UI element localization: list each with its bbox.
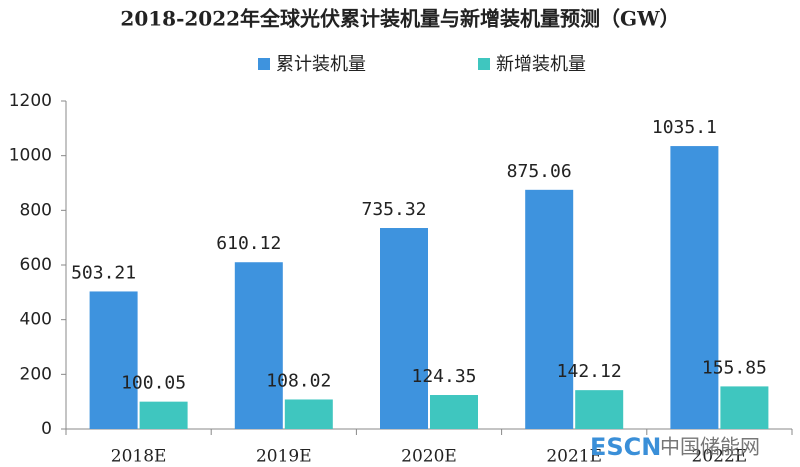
value-label: 610.12 bbox=[216, 233, 281, 254]
bar bbox=[234, 262, 283, 429]
y-tick-label: 400 bbox=[20, 310, 52, 330]
watermark-brand: ESCN bbox=[590, 433, 661, 461]
bar bbox=[670, 146, 719, 429]
value-label: 155.85 bbox=[702, 357, 767, 378]
x-tick-label: 2018E bbox=[111, 447, 167, 467]
bar bbox=[380, 228, 428, 429]
bar bbox=[720, 386, 769, 429]
bar bbox=[139, 401, 188, 429]
value-label: 124.35 bbox=[411, 366, 476, 387]
legend-label: 累计装机量 bbox=[276, 54, 366, 75]
x-tick-label: 2021E bbox=[546, 447, 602, 467]
value-label: 100.05 bbox=[121, 373, 186, 394]
value-label: 1035.1 bbox=[652, 117, 717, 138]
value-label: 735.32 bbox=[361, 199, 426, 220]
legend-swatch bbox=[258, 58, 270, 70]
y-tick-label: 1200 bbox=[9, 91, 52, 111]
legend-swatch bbox=[478, 58, 490, 70]
bar bbox=[89, 291, 138, 429]
legend-label: 新增装机量 bbox=[496, 54, 586, 75]
value-label: 503.21 bbox=[71, 262, 136, 283]
bar bbox=[284, 399, 333, 429]
y-tick-label: 1000 bbox=[9, 146, 52, 166]
y-tick-label: 200 bbox=[20, 364, 52, 384]
bar bbox=[430, 395, 478, 429]
chart-title: 2018-2022年全球光伏累计装机量与新增装机量预测（GW） bbox=[120, 7, 679, 31]
x-tick-label: 2019E bbox=[256, 447, 312, 467]
value-label: 875.06 bbox=[507, 161, 572, 182]
x-tick-label: 2020E bbox=[401, 447, 457, 467]
y-tick-label: 0 bbox=[41, 419, 52, 439]
watermark-site: 中国储能网 bbox=[660, 435, 760, 459]
bar bbox=[525, 189, 574, 429]
bar bbox=[575, 390, 624, 429]
y-tick-label: 600 bbox=[20, 255, 52, 275]
value-label: 108.02 bbox=[266, 370, 331, 391]
x-tick-label: 2022E bbox=[692, 447, 748, 467]
value-label: 142.12 bbox=[557, 361, 622, 382]
y-tick-label: 800 bbox=[20, 200, 52, 220]
